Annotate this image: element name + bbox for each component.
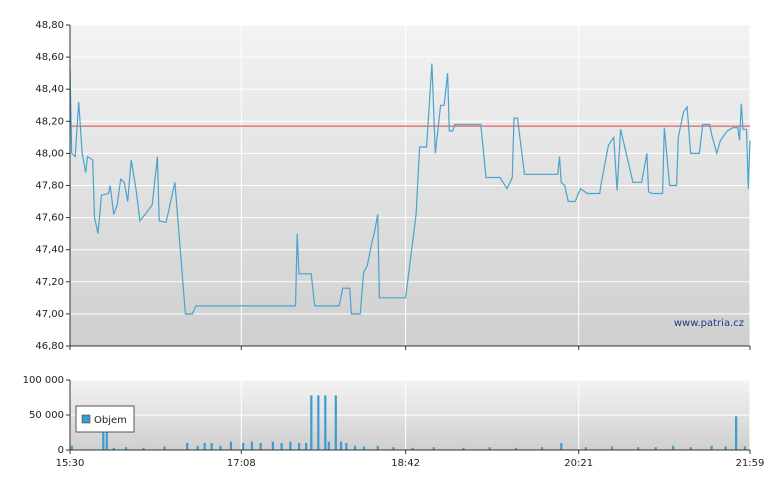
- volume-bar: [654, 447, 657, 450]
- x-tick-label: 21:59: [736, 458, 765, 469]
- legend-label: Objem: [94, 415, 127, 426]
- volume-bar: [584, 447, 587, 450]
- volume-bar: [203, 443, 206, 450]
- y-tick-label: 46,80: [35, 341, 64, 352]
- volume-bar: [334, 395, 337, 450]
- volume-bar: [210, 443, 213, 450]
- volume-bar: [560, 443, 563, 450]
- volume-bar: [432, 447, 435, 450]
- x-tick-label: 18:42: [391, 458, 420, 469]
- volume-bar: [289, 441, 292, 450]
- y-tick-label: 48,40: [35, 84, 64, 95]
- volume-bar: [362, 446, 365, 450]
- volume-bar: [196, 445, 199, 450]
- volume-bar: [271, 441, 274, 450]
- y-tick-label: 47,00: [35, 309, 64, 320]
- volume-bar: [112, 447, 115, 450]
- y-tick-label: 47,60: [35, 213, 64, 224]
- volume-bar: [242, 443, 245, 450]
- volume-bar: [324, 395, 327, 450]
- volume-bar: [514, 447, 517, 450]
- volume-bar: [353, 445, 357, 450]
- price-line: [69, 63, 751, 315]
- y-tick-label: 0: [58, 445, 64, 456]
- y-tick-label: 47,40: [35, 245, 64, 256]
- volume-bar: [710, 445, 713, 450]
- volume-bar: [392, 447, 395, 450]
- y-tick-label: 50 000: [29, 410, 64, 421]
- y-tick-label: 47,80: [35, 181, 64, 192]
- volume-bar: [411, 447, 414, 450]
- legend-swatch: [81, 414, 91, 424]
- volume-bar: [124, 447, 128, 450]
- volume-bar: [310, 395, 313, 450]
- volume-bar: [186, 443, 189, 450]
- volume-bar: [250, 441, 253, 450]
- volume-bar: [304, 443, 308, 450]
- x-tick-label: 15:30: [56, 458, 85, 469]
- y-tick-label: 48,00: [35, 148, 64, 159]
- watermark: www.patria.cz: [674, 318, 744, 329]
- volume-bar: [229, 441, 233, 450]
- volume-bar: [488, 447, 491, 450]
- volume-bar: [610, 446, 614, 450]
- volume-bar: [70, 445, 73, 450]
- volume-bar: [142, 447, 145, 450]
- volume-bar: [637, 447, 640, 450]
- volume-bar: [743, 446, 746, 450]
- y-tick-label: 48,80: [35, 20, 64, 31]
- x-tick-label: 17:08: [227, 458, 256, 469]
- volume-bar: [280, 443, 283, 450]
- volume-bar: [462, 447, 465, 450]
- volume-bar: [297, 443, 301, 450]
- volume-bar: [317, 395, 320, 450]
- volume-bar: [345, 443, 348, 450]
- volume-bar: [102, 432, 105, 450]
- volume-bar: [219, 445, 222, 450]
- volume-bar: [376, 445, 379, 450]
- volume-bar: [259, 443, 262, 450]
- y-tick-label: 47,20: [35, 277, 64, 288]
- volume-bar: [735, 416, 738, 450]
- y-tick-label: 100 000: [23, 375, 64, 386]
- volume-bar: [163, 446, 166, 450]
- volume-bar: [724, 446, 727, 450]
- volume-bar: [672, 445, 675, 450]
- x-tick-label: 20:21: [564, 458, 593, 469]
- volume-bar: [689, 447, 692, 450]
- y-tick-label: 48,60: [35, 52, 64, 63]
- volume-bar: [327, 441, 330, 450]
- volume-bar: [339, 441, 343, 450]
- y-tick-label: 48,20: [35, 116, 64, 127]
- volume-bar: [105, 432, 108, 450]
- volume-bar: [540, 447, 544, 450]
